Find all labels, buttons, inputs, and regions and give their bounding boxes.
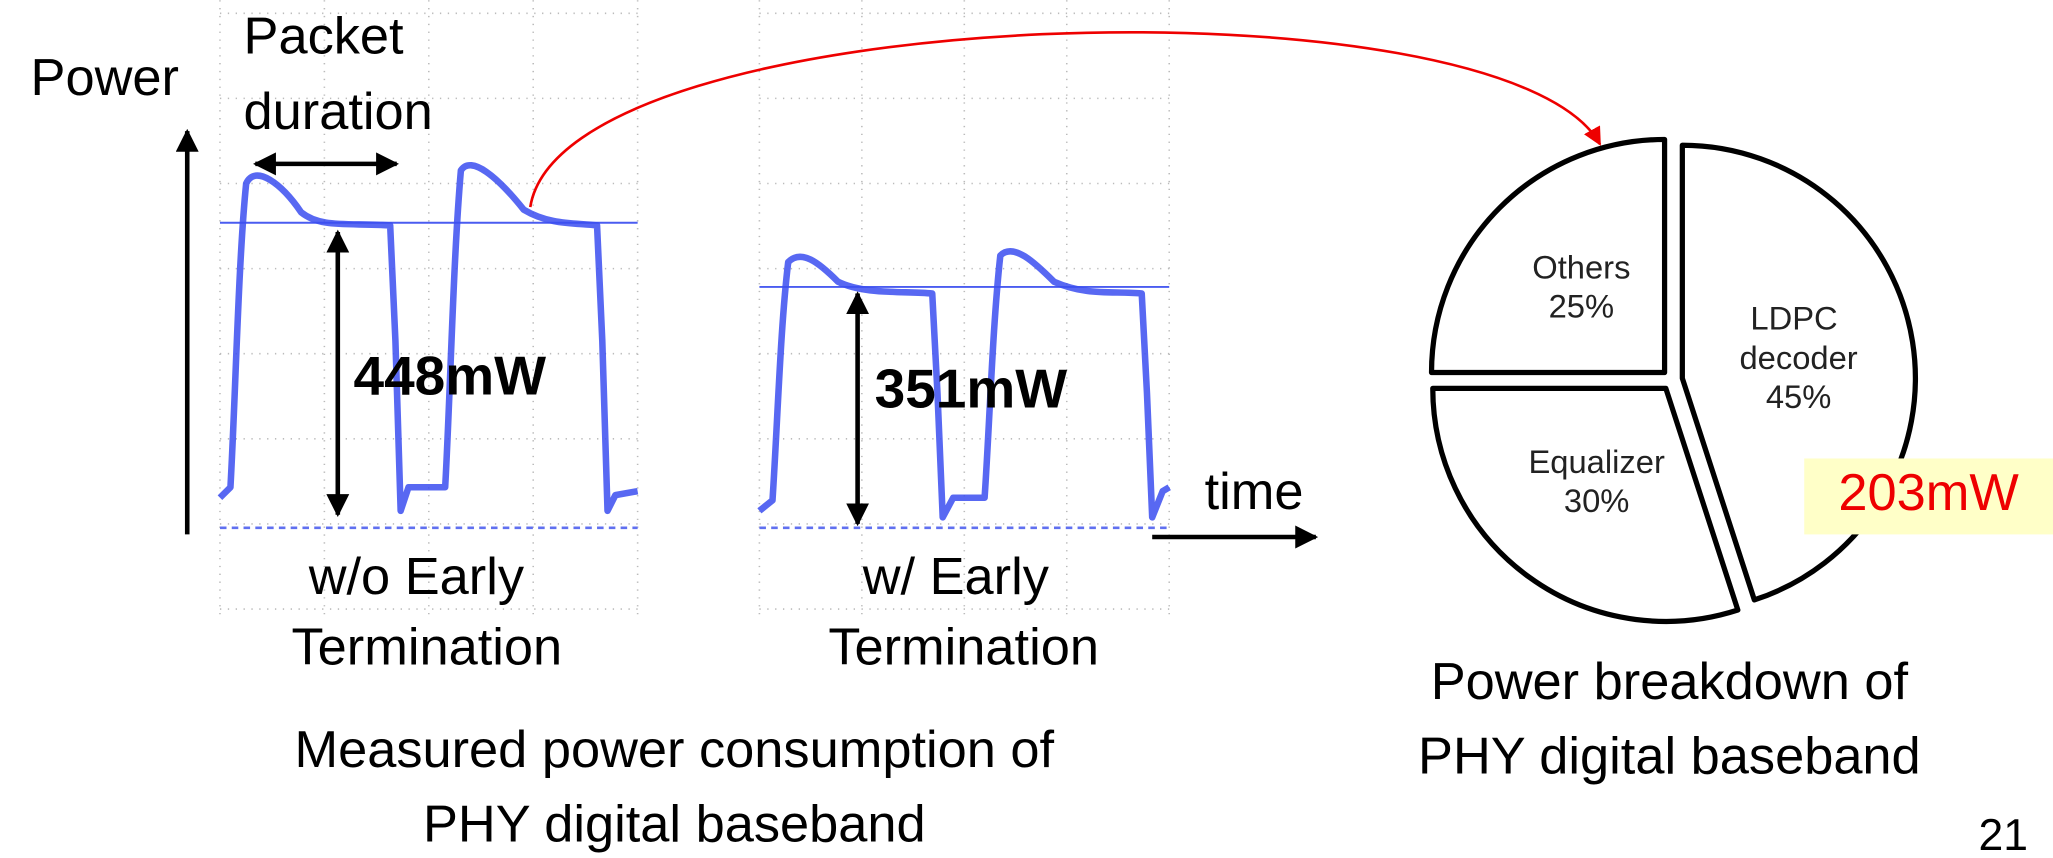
page-number: 21: [1978, 811, 2028, 858]
slide: Power Packet duration time 448mW 351mW w…: [0, 0, 2053, 858]
chart-title: PHY digital baseband: [1418, 727, 1921, 785]
time-label: time: [1205, 463, 1304, 521]
caption: Measured power consumption of: [294, 721, 1054, 779]
slice-label: Others: [1532, 248, 1630, 285]
axis-label: Power: [31, 49, 179, 107]
annotation: 203mW: [1838, 464, 2019, 522]
caption: Termination: [828, 619, 1099, 677]
slice-label: Equalizer: [1528, 443, 1665, 480]
packet-label: Packet: [244, 7, 405, 65]
caption: w/o Early: [308, 548, 525, 606]
packet-label: duration: [244, 83, 433, 141]
caption: PHY digital baseband: [423, 796, 926, 854]
chart-title: Power breakdown of: [1431, 653, 1909, 711]
caption: w/ Early: [862, 548, 1050, 606]
power-value: 351mW: [875, 358, 1068, 420]
link-arrow: [530, 32, 1600, 207]
slice-value: 25%: [1549, 288, 1615, 325]
slice-value: 45%: [1766, 378, 1832, 415]
power-value: 448mW: [354, 344, 547, 406]
caption: Termination: [292, 619, 563, 677]
slice-value: 30%: [1564, 482, 1630, 519]
